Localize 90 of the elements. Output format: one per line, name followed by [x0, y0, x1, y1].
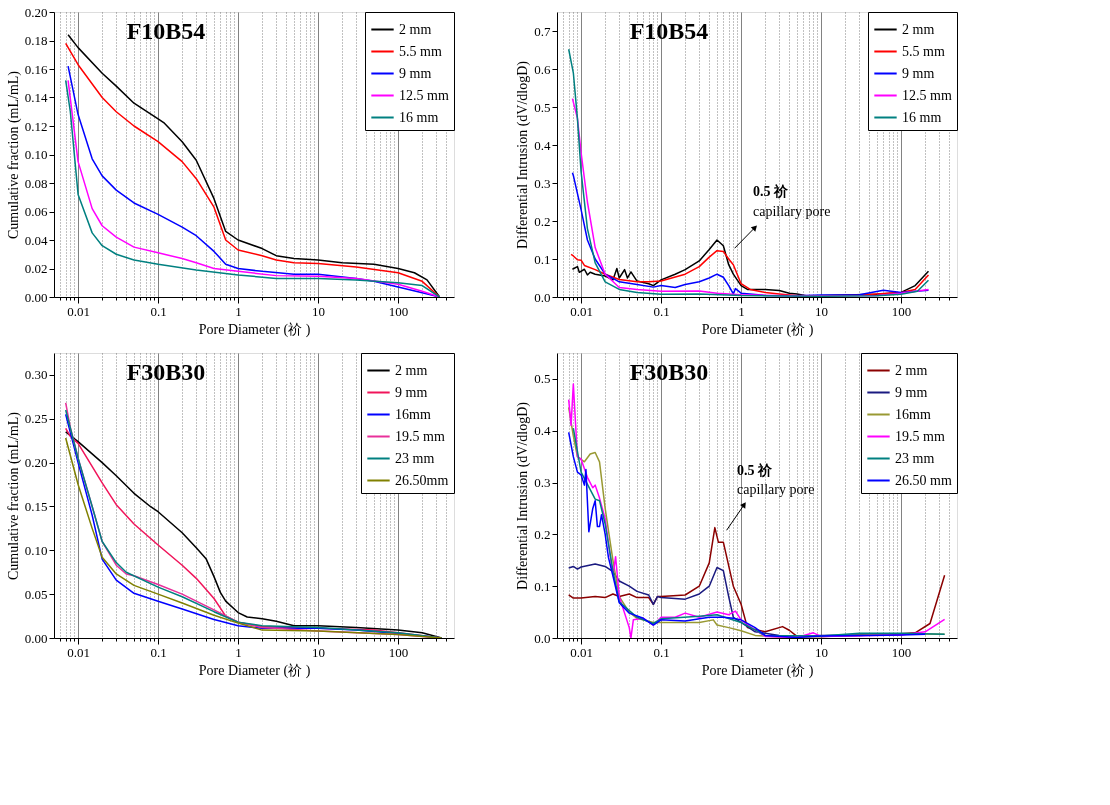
x-tick-label: 1	[738, 644, 745, 660]
legend-label: 19.5 mm	[895, 428, 945, 444]
legend-label: 16 mm	[902, 109, 942, 125]
annotation: 0.5 祄	[753, 182, 789, 199]
annotation: capillary pore	[737, 481, 815, 497]
x-tick-label: 10	[815, 303, 829, 319]
x-tick-label: 10	[815, 644, 829, 660]
annotation: capillary pore	[753, 203, 831, 219]
legend-label: 2 mm	[395, 362, 428, 378]
legend-label: 16 mm	[399, 109, 439, 125]
y-tick-label: 0.4	[534, 137, 551, 153]
y-tick-label: 0.00	[24, 289, 48, 305]
x-tick-label: 0.01	[67, 303, 90, 319]
y-tick-label: 0.2	[534, 213, 551, 229]
annotation: 0.5 祄	[737, 462, 773, 479]
x-tick-label: 0.1	[653, 303, 670, 319]
legend-label: 5.5 mm	[399, 43, 442, 59]
y-tick-label: 0.06	[24, 204, 48, 219]
legend-label: 9 mm	[395, 384, 428, 400]
x-tick-label: 0.1	[150, 644, 167, 660]
y-tick-label: 0.2	[534, 526, 551, 542]
y-tick-label: 0.15	[24, 498, 48, 514]
y-tick-label: 0.02	[24, 261, 48, 276]
x-tick-label: 0.1	[653, 644, 670, 660]
y-tick-label: 0.5	[534, 99, 551, 115]
chart-title: F10B54	[126, 17, 206, 44]
y-tick-label: 0.18	[24, 33, 48, 48]
y-tick-label: 0.04	[24, 232, 48, 248]
y-tick-label: 0.05	[24, 586, 48, 602]
chart-title: F30B30	[629, 358, 709, 385]
x-tick-label: 100	[891, 644, 912, 660]
y-tick-label: 0.1	[534, 251, 551, 267]
x-tick-label: 1	[235, 303, 242, 319]
x-tick-label: 1	[738, 303, 745, 319]
legend-label: 2 mm	[895, 362, 928, 378]
x-tick-label: 10	[312, 644, 326, 660]
legend-label: 9 mm	[902, 65, 935, 81]
legend-label: 12.5 mm	[399, 87, 449, 103]
y-tick-label: 0.0	[534, 289, 551, 305]
x-tick-label: 1	[235, 644, 242, 660]
legend-label: 2 mm	[399, 21, 432, 37]
x-tick-label: 100	[388, 303, 409, 319]
y-tick-label: 0.3	[534, 175, 551, 191]
y-tick-label: 0.3	[534, 475, 551, 491]
x-tick-label: 100	[891, 303, 912, 319]
y-tick-label: 0.20	[24, 4, 48, 20]
y-tick-label: 0.08	[24, 175, 48, 191]
y-tick-label: 0.10	[24, 147, 48, 162]
x-axis-title: Pore Diameter (祄 )	[701, 321, 814, 338]
x-axis-title: Pore Diameter (祄 )	[198, 662, 311, 679]
legend-label: 26.50mm	[395, 472, 449, 488]
y-axis-title: Differential Intrusion (dV/dlogD)	[515, 401, 532, 590]
y-tick-label: 0.7	[534, 23, 551, 39]
y-axis-title: Cumulative fraction (mL/mL)	[5, 411, 22, 580]
legend-label: 16mm	[395, 406, 431, 422]
x-tick-label: 100	[388, 644, 409, 660]
legend-label: 9 mm	[399, 65, 432, 81]
y-tick-label: 0.0	[534, 630, 551, 646]
chart-title: F10B54	[629, 17, 709, 44]
y-tick-label: 0.5	[534, 371, 551, 387]
x-tick-label: 0.01	[67, 644, 90, 660]
legend-label: 23 mm	[895, 450, 935, 466]
y-tick-label: 0.1	[534, 578, 551, 594]
legend-label: 9 mm	[895, 384, 928, 400]
y-tick-label: 0.4	[534, 423, 551, 439]
legend-label: 16mm	[895, 406, 931, 422]
x-axis-title: Pore Diameter (祄 )	[198, 321, 311, 338]
y-tick-label: 0.14	[24, 90, 48, 105]
legend-label: 19.5 mm	[395, 428, 445, 444]
y-tick-label: 0.6	[534, 61, 551, 77]
legend-label: 26.50 mm	[895, 472, 952, 488]
y-tick-label: 0.10	[24, 542, 48, 558]
x-tick-label: 10	[312, 303, 326, 319]
legend-label: 23 mm	[395, 450, 435, 466]
chart-title: F30B30	[126, 358, 206, 385]
legend-label: 12.5 mm	[902, 87, 952, 103]
y-axis-title: Cumulative fraction (mL/mL)	[5, 70, 22, 239]
x-axis-title: Pore Diameter (祄 )	[701, 662, 814, 679]
x-tick-label: 0.1	[150, 303, 167, 319]
x-tick-label: 0.01	[570, 644, 593, 660]
y-tick-label: 0.12	[24, 118, 48, 134]
legend-label: 2 mm	[902, 21, 935, 37]
y-axis-title: Differential Intrusion (dV/dlogD)	[515, 60, 532, 249]
y-tick-label: 0.30	[24, 367, 48, 383]
y-tick-label: 0.00	[24, 630, 48, 646]
y-tick-label: 0.25	[24, 411, 48, 427]
legend-label: 5.5 mm	[902, 43, 945, 59]
y-tick-label: 0.20	[24, 455, 48, 471]
x-tick-label: 0.01	[570, 303, 593, 319]
y-tick-label: 0.16	[24, 61, 48, 77]
